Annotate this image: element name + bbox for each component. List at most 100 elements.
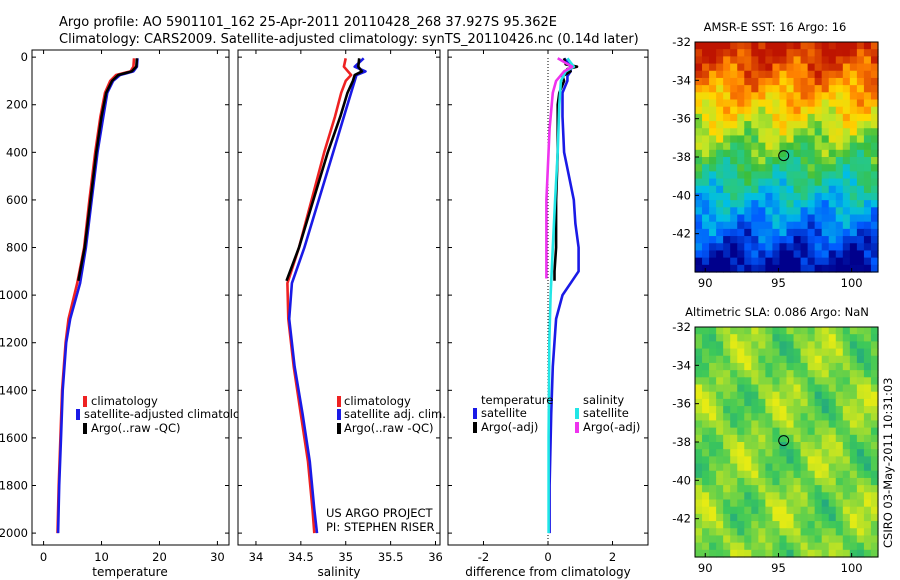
map-cell xyxy=(723,355,731,364)
map-cell xyxy=(758,499,766,508)
map-cell xyxy=(744,427,752,436)
map-cell xyxy=(779,149,788,158)
map-cell xyxy=(786,92,795,101)
map-cell xyxy=(737,178,745,187)
map-cell xyxy=(737,420,745,429)
map-cell xyxy=(737,413,745,422)
map-cell xyxy=(786,142,795,151)
map-cell xyxy=(821,128,830,137)
map-cell xyxy=(870,549,879,558)
map-cell xyxy=(779,92,788,101)
map-cell xyxy=(695,413,703,422)
difference-lines xyxy=(545,57,580,534)
map-cell xyxy=(758,449,766,457)
map-cell xyxy=(702,42,710,50)
map-cell xyxy=(870,121,879,129)
map-cell xyxy=(863,470,872,479)
map-cell xyxy=(863,149,872,158)
map-cell xyxy=(856,128,865,137)
map-cell xyxy=(723,192,731,201)
map-cell xyxy=(779,513,788,522)
map-cell xyxy=(695,535,703,544)
map-cell xyxy=(709,355,717,364)
map-cell xyxy=(737,341,745,350)
map-cell xyxy=(828,542,837,551)
map-cell xyxy=(842,420,851,429)
sla-map-title: Altimetric SLA: 0.086 Argo: NaN xyxy=(685,305,869,319)
map-cell xyxy=(702,99,710,108)
map-cell xyxy=(772,236,781,244)
map-cell xyxy=(772,142,781,151)
map-cell xyxy=(744,264,752,273)
map-cell xyxy=(779,391,788,400)
map-cell xyxy=(856,456,865,465)
map-cell xyxy=(849,384,858,393)
map-cell xyxy=(821,236,830,244)
map-cell xyxy=(723,99,731,108)
map-cell xyxy=(786,470,795,479)
map-cell xyxy=(800,49,809,57)
map-cell xyxy=(709,221,717,230)
map-cell xyxy=(779,135,788,144)
map-cell xyxy=(842,456,851,465)
map-cell xyxy=(814,420,823,429)
map-cell xyxy=(821,355,830,364)
map-cell xyxy=(765,178,774,187)
temperature-axes-box xyxy=(31,49,230,546)
map-cell xyxy=(793,384,802,393)
map-cell xyxy=(751,157,759,165)
map-cell xyxy=(758,92,766,101)
map-cell xyxy=(842,243,851,252)
map-cell xyxy=(842,470,851,479)
map-cell xyxy=(828,171,837,180)
map-cell xyxy=(744,499,752,508)
map-cell xyxy=(800,85,809,93)
map-cell xyxy=(835,377,844,386)
map-cell xyxy=(737,85,745,93)
map-cell xyxy=(828,449,837,457)
map-cell xyxy=(870,157,879,165)
map-cell xyxy=(744,135,752,144)
map-cell xyxy=(702,542,710,551)
map-cell xyxy=(786,56,795,65)
map-cell xyxy=(779,77,788,86)
map-cell xyxy=(800,128,809,137)
map-cell xyxy=(786,121,795,129)
map-cell xyxy=(772,341,781,350)
map-cell xyxy=(800,362,809,371)
map-cell xyxy=(779,214,788,223)
map-cell xyxy=(814,549,823,558)
map-cell xyxy=(814,192,823,201)
map-cell xyxy=(807,442,816,450)
map-cell xyxy=(814,157,823,165)
map-cell xyxy=(814,207,823,216)
map-cell xyxy=(695,85,703,93)
map-cell xyxy=(765,463,774,472)
map-cell xyxy=(758,121,766,129)
map-cell xyxy=(863,377,872,386)
map-cell xyxy=(730,420,738,429)
map-cell xyxy=(723,200,731,208)
map-cell xyxy=(730,236,738,244)
map-y-tick-label: -36 xyxy=(672,397,691,411)
map-cell xyxy=(849,178,858,187)
map-cell xyxy=(765,157,774,165)
map-cell xyxy=(800,121,809,129)
map-cell xyxy=(793,549,802,558)
map-cell xyxy=(730,214,738,223)
map-cell xyxy=(709,228,717,237)
map-cell xyxy=(849,398,858,407)
map-cell xyxy=(730,264,738,273)
map-cell xyxy=(751,214,759,223)
map-cell xyxy=(730,243,738,252)
map-cell xyxy=(842,56,851,65)
map-cell xyxy=(716,341,724,350)
map-cell xyxy=(758,456,766,465)
map-cell xyxy=(772,542,781,551)
map-cell xyxy=(702,257,710,266)
map-cell xyxy=(835,334,844,342)
x-tick-label: 10 xyxy=(94,550,109,564)
map-cell xyxy=(772,192,781,201)
map-cell xyxy=(709,264,717,273)
map-cell xyxy=(814,427,823,436)
